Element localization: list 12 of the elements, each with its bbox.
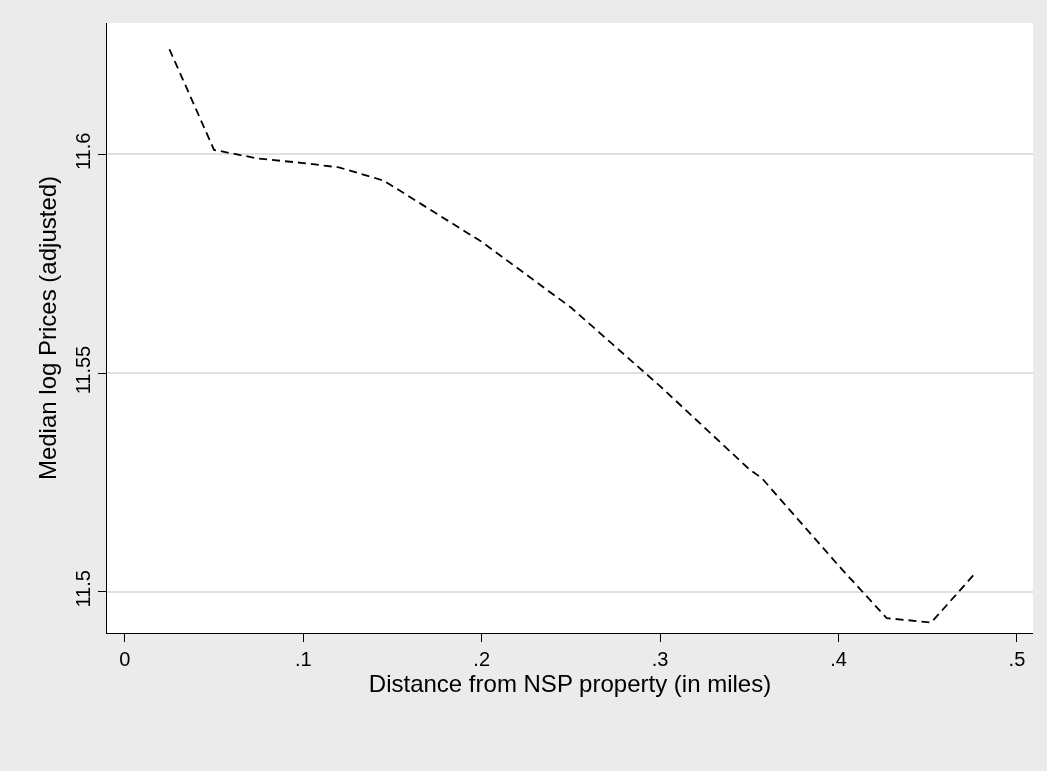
x-tick-label: .4	[830, 648, 847, 670]
line-series	[168, 48, 976, 624]
x-axis-title: Distance from NSP property (in miles)	[368, 670, 772, 697]
y-axis-title: Median log Prices (adjusted)	[34, 175, 62, 481]
x-tick-label: 0	[119, 648, 131, 670]
y-tick-label: 11.55	[72, 345, 94, 395]
x-tick-label: .1	[294, 648, 312, 670]
x-tick-label: .5	[1008, 648, 1026, 670]
y-tick-label: 11.5	[72, 570, 94, 608]
x-tick-label: .3	[651, 648, 669, 670]
y-tick-label: 11.6	[72, 132, 94, 171]
x-tick-label: .2	[473, 648, 491, 670]
